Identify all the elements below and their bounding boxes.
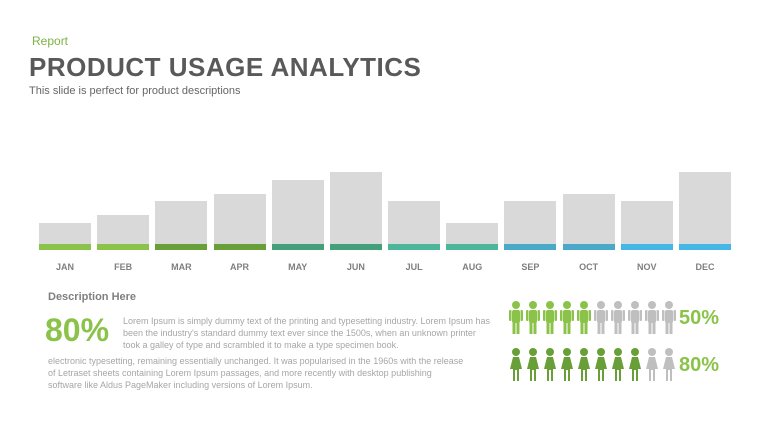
female-person-icon xyxy=(610,347,626,383)
female-person-icon xyxy=(542,347,558,383)
female-person-icon xyxy=(644,347,660,383)
bar-grey-jun xyxy=(329,172,382,244)
page-subtitle: This slide is perfect for product descri… xyxy=(29,85,241,97)
bar-label-jul: JUL xyxy=(405,262,423,272)
usage-bar-chart: JAN FEB MAR APR MAY JUN JUL AUG SEP OCT NOV DEC xyxy=(39,170,731,280)
bar-accent-apr xyxy=(213,244,266,250)
female-person-icon xyxy=(508,347,524,383)
female-person-icon xyxy=(525,347,541,383)
bar-label-oct: OCT xyxy=(579,262,599,272)
bar-label-jan: JAN xyxy=(55,262,74,272)
people-row-2 xyxy=(508,347,677,383)
bar-accent-jul xyxy=(388,244,441,250)
bar-sep xyxy=(504,201,557,250)
bar-label-mar: MAR xyxy=(171,262,192,272)
bar-accent-nov xyxy=(620,244,673,250)
female-person-icon xyxy=(559,347,575,383)
bar-grey-mar xyxy=(155,201,208,244)
bar-label-sep: SEP xyxy=(521,262,540,272)
male-person-icon xyxy=(627,300,643,336)
people-percent-label-1: 50% xyxy=(679,307,720,329)
bar-label-may: MAY xyxy=(288,262,308,272)
bar-label-aug: AUG xyxy=(462,262,483,272)
bar-dec xyxy=(678,172,731,250)
bar-grey-jan xyxy=(39,222,91,244)
male-person-icon xyxy=(525,300,541,336)
bar-mar xyxy=(155,201,208,250)
bar-label-dec: DEC xyxy=(695,262,715,272)
male-person-icon xyxy=(559,300,575,336)
male-person-icon xyxy=(542,300,558,336)
bar-label-jun: JUN xyxy=(346,262,365,272)
description-paragraph-1: Lorem Ipsum is simply dummy text of the … xyxy=(123,316,490,350)
male-person-icon xyxy=(576,300,592,336)
bar-grey-oct xyxy=(562,193,615,244)
bar-feb xyxy=(97,215,150,250)
bar-apr xyxy=(213,193,266,250)
bar-grey-nov xyxy=(620,201,673,244)
bar-accent-mar xyxy=(155,244,208,250)
bar-nov xyxy=(620,201,673,250)
bar-label-nov: NOV xyxy=(637,262,657,272)
bar-accent-sep xyxy=(504,244,557,250)
bar-grey-feb xyxy=(97,215,150,244)
page-title: PRODUCT USAGE ANALYTICS xyxy=(29,52,422,82)
bar-label-apr: APR xyxy=(230,262,250,272)
bar-grey-jul xyxy=(388,201,441,244)
bar-label-feb: FEB xyxy=(114,262,133,272)
description-paragraph-2: electronic typesetting, remaining essent… xyxy=(48,356,464,390)
bar-accent-may xyxy=(271,244,324,250)
bar-grey-may xyxy=(271,179,324,244)
bar-accent-feb xyxy=(97,244,150,250)
female-person-icon xyxy=(661,347,677,383)
male-person-icon xyxy=(508,300,524,336)
bar-accent-dec xyxy=(678,244,731,250)
bar-accent-aug xyxy=(446,244,499,250)
bar-accent-oct xyxy=(562,244,615,250)
bar-grey-apr xyxy=(213,193,266,244)
description-heading: Description Here xyxy=(48,291,137,303)
bar-accent-jan xyxy=(39,244,91,250)
bar-accent-jun xyxy=(329,244,382,250)
bar-jan xyxy=(39,222,91,250)
bar-aug xyxy=(446,222,499,250)
bar-grey-aug xyxy=(446,222,499,244)
female-person-icon xyxy=(593,347,609,383)
male-person-icon xyxy=(661,300,677,336)
male-person-icon xyxy=(644,300,660,336)
people-row-1 xyxy=(508,300,677,336)
female-person-icon xyxy=(627,347,643,383)
bar-grey-dec xyxy=(678,172,731,244)
bar-oct xyxy=(562,193,615,250)
female-person-icon xyxy=(576,347,592,383)
male-person-icon xyxy=(610,300,626,336)
bar-may xyxy=(271,179,324,250)
bar-grey-sep xyxy=(504,201,557,244)
bar-jul xyxy=(388,201,441,250)
big-percent: 80% xyxy=(45,312,110,348)
people-percent-label-2: 80% xyxy=(679,354,720,376)
report-tag: Report xyxy=(32,34,69,48)
bar-jun xyxy=(329,172,382,250)
male-person-icon xyxy=(593,300,609,336)
